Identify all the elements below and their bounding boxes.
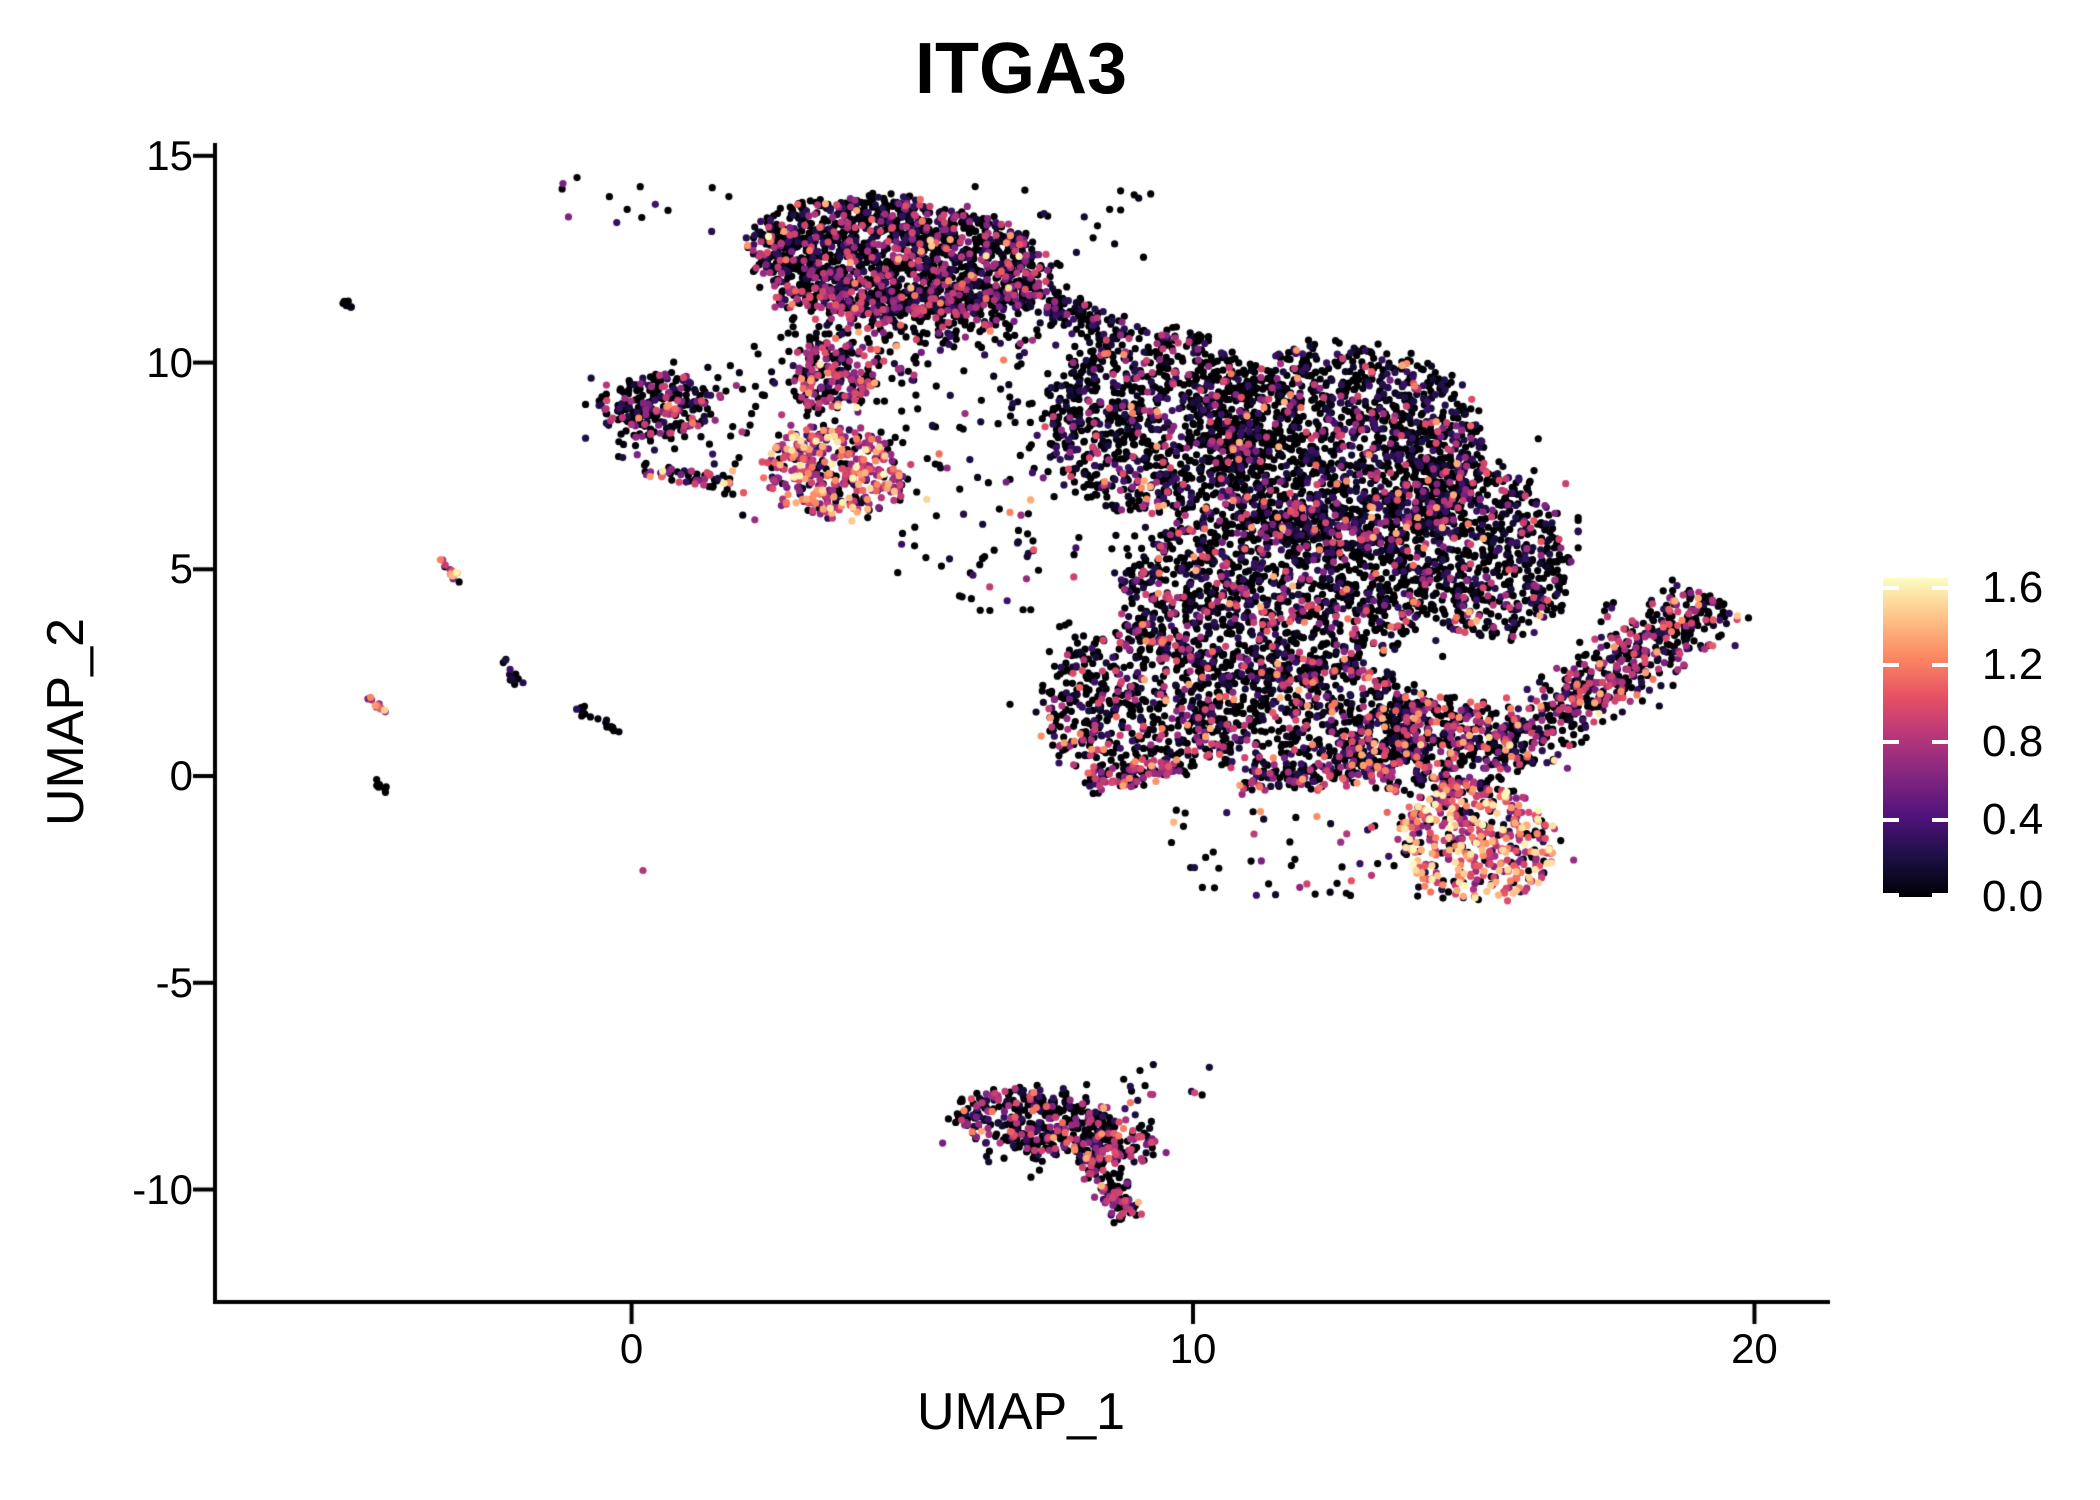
colorbar [1883,578,1948,897]
colorbar-tick-mark [1883,663,1899,667]
colorbar-tick-mark [1883,893,1899,897]
colorbar-gradient [1883,578,1948,897]
colorbar-tick-label: 0.0 [1982,872,2044,921]
x-tick-label: 10 [1169,1325,1217,1372]
colorbar-tick-mark [1883,817,1899,822]
colorbar-tick-label: 0.4 [1982,794,2044,844]
colorbar-tick-label: 1.6 [1982,562,2044,612]
y-tick-label: 5 [169,545,193,593]
colorbar-tick-mark [1932,740,1948,745]
colorbar-tick-label: 0.8 [1982,717,2044,767]
y-tick-label: 0 [169,752,193,800]
colorbar-tick-mark [1932,893,1948,897]
colorbar-tick-label: 1.2 [1982,640,2044,689]
colorbar-tick-mark [1932,585,1948,590]
colorbar-tick-mark [1932,817,1948,822]
colorbar-tick-mark [1932,663,1948,667]
x-tick-label: 20 [1731,1325,1778,1372]
x-axis-title: UMAP_1 [916,1383,1126,1441]
y-axis-title: UMAP_2 [37,617,95,827]
y-tick-label: 15 [146,131,193,179]
x-tick-label: 0 [619,1325,644,1372]
plot-title: ITGA3 [914,29,1128,109]
colorbar-tick-mark [1883,585,1899,590]
colorbar-tick-mark [1883,740,1899,745]
y-tick-label: -5 [155,958,193,1006]
y-tick-label: 10 [146,338,193,386]
y-tick-label: -10 [132,1165,193,1213]
